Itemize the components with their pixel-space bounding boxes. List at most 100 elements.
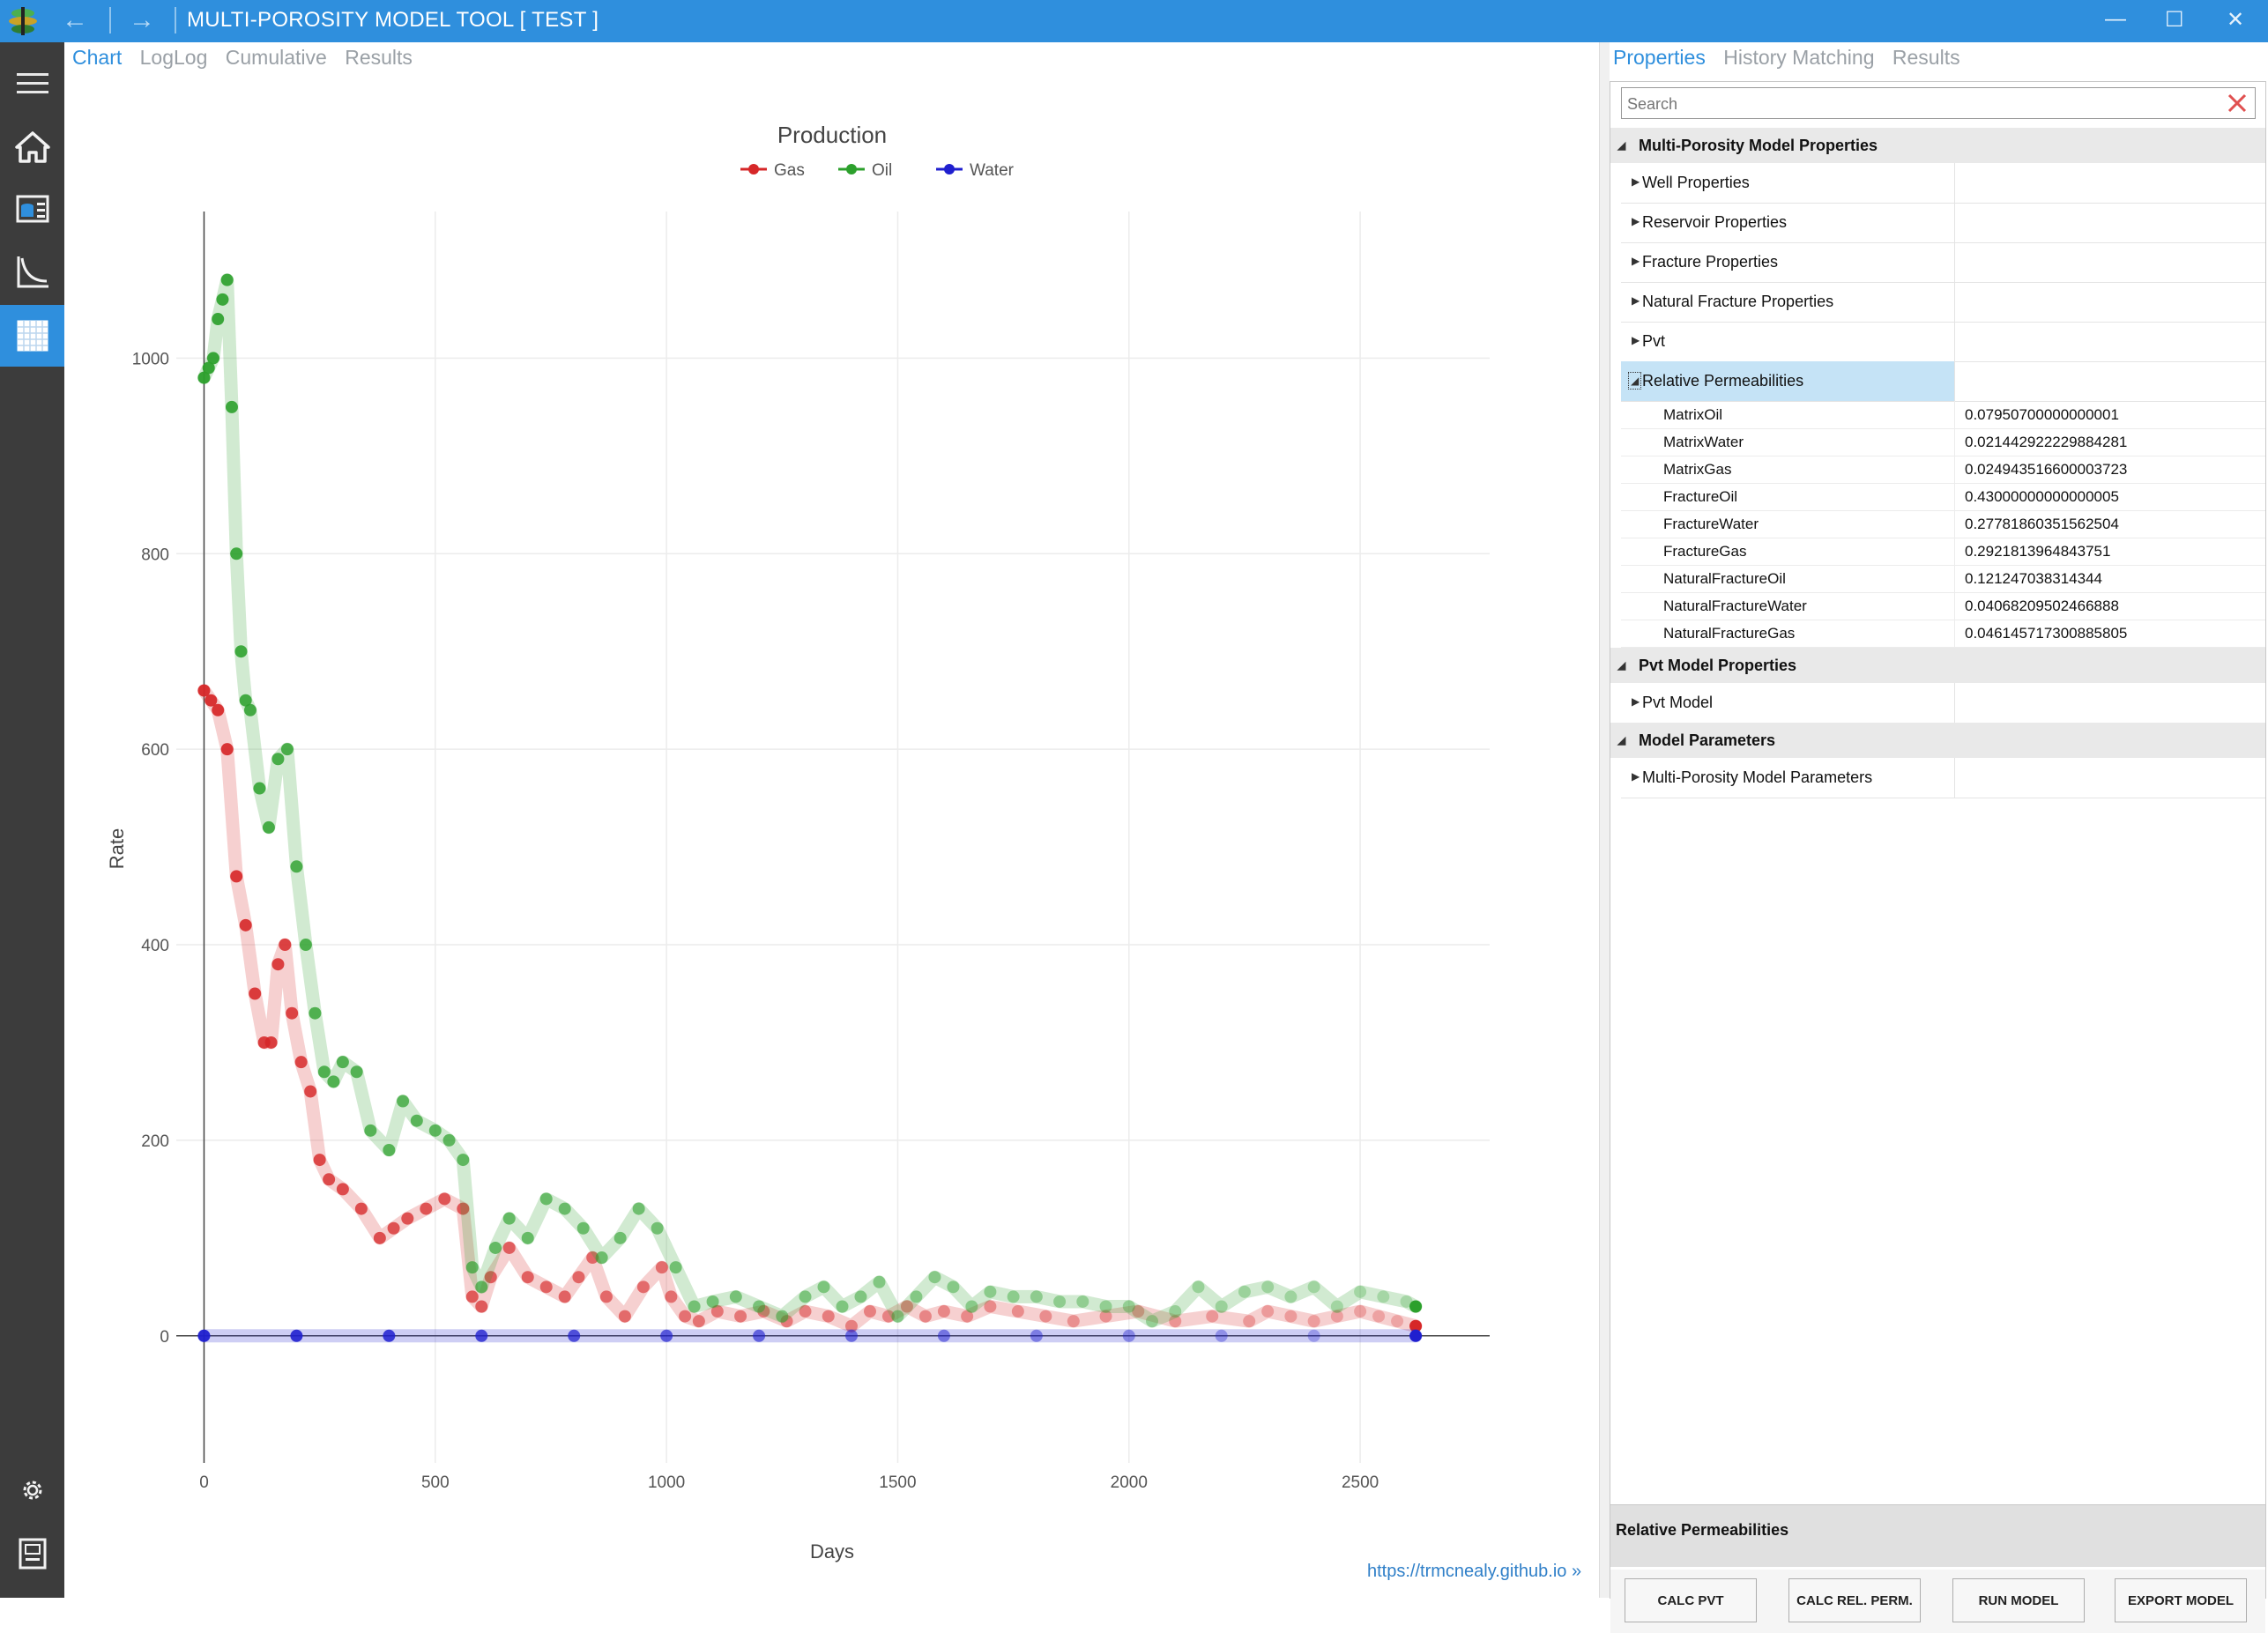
data-point[interactable] xyxy=(521,1271,534,1284)
rel-perm-row-matrix-oil[interactable]: MatrixOil 0.07950700000000001 xyxy=(1621,401,2265,429)
data-point[interactable] xyxy=(294,1056,308,1069)
data-point[interactable] xyxy=(1307,1329,1320,1342)
category-model-parameters[interactable]: ◢ Model Parameters xyxy=(1610,723,2265,758)
data-point[interactable] xyxy=(243,703,257,716)
data-point[interactable] xyxy=(1099,1300,1112,1313)
collapse-triangle-icon[interactable]: ◢ xyxy=(1628,372,1642,390)
data-point[interactable] xyxy=(844,1319,858,1332)
data-point[interactable] xyxy=(873,1275,886,1288)
data-point[interactable] xyxy=(442,1133,456,1147)
data-point[interactable] xyxy=(271,753,285,766)
expand-triangle-icon[interactable]: ▶ xyxy=(1632,175,1640,188)
data-point[interactable] xyxy=(753,1300,766,1313)
calc-pvt-button[interactable]: CALC PVT xyxy=(1625,1578,1757,1622)
data-point[interactable] xyxy=(984,1285,997,1298)
data-point[interactable] xyxy=(1284,1310,1298,1323)
data-point[interactable] xyxy=(350,1065,363,1079)
property-value[interactable]: 0.024943516600003723 xyxy=(1965,461,2128,478)
data-point[interactable] xyxy=(253,782,266,795)
data-point[interactable] xyxy=(475,1300,488,1313)
expand-triangle-icon[interactable]: ▶ xyxy=(1632,294,1640,307)
data-point[interactable] xyxy=(212,703,225,716)
data-point[interactable] xyxy=(410,1114,423,1127)
data-button[interactable] xyxy=(0,178,64,240)
data-point[interactable] xyxy=(706,1295,719,1308)
data-point[interactable] xyxy=(1007,1290,1020,1303)
data-point[interactable] xyxy=(323,1173,336,1186)
data-point[interactable] xyxy=(502,1241,516,1254)
data-point[interactable] xyxy=(230,547,243,560)
data-point[interactable] xyxy=(354,1202,368,1215)
data-point[interactable] xyxy=(197,684,211,697)
collapse-triangle-icon[interactable]: ◢ xyxy=(1617,139,1626,152)
rel-perm-row-natural-fracture-oil[interactable]: NaturalFractureOil 0.121247038314344 xyxy=(1621,565,2265,593)
clear-search-icon[interactable] xyxy=(2225,91,2249,115)
data-point[interactable] xyxy=(669,1261,682,1274)
rel-perm-row-natural-fracture-water[interactable]: NaturalFractureWater 0.04068209502466888 xyxy=(1621,592,2265,620)
data-point[interactable] xyxy=(457,1154,470,1167)
data-point[interactable] xyxy=(799,1305,812,1318)
data-point[interactable] xyxy=(286,1006,299,1020)
maximize-button[interactable]: ☐ xyxy=(2165,8,2184,32)
expand-triangle-icon[interactable]: ▶ xyxy=(1632,770,1640,783)
data-point[interactable] xyxy=(1409,1329,1423,1342)
export-model-button[interactable]: EXPORT MODEL xyxy=(2115,1578,2247,1622)
collapse-triangle-icon[interactable]: ◢ xyxy=(1617,734,1626,746)
data-point[interactable] xyxy=(475,1280,488,1294)
data-point[interactable] xyxy=(206,352,219,365)
data-point[interactable] xyxy=(539,1280,553,1294)
document-button[interactable] xyxy=(0,1523,64,1585)
data-point[interactable] xyxy=(947,1280,960,1294)
production-chart[interactable]: 0 500 1000 1500 2000 2500 0 200 400 600 800 1000 Pr… xyxy=(88,106,1587,1569)
data-point[interactable] xyxy=(204,694,218,707)
expand-triangle-icon[interactable]: ▶ xyxy=(1632,695,1640,708)
back-arrow-icon[interactable]: ← xyxy=(62,5,88,34)
data-point[interactable] xyxy=(660,1329,673,1342)
data-point[interactable] xyxy=(618,1310,631,1323)
data-point[interactable] xyxy=(1330,1310,1343,1323)
property-row-reservoir-properties[interactable]: ▶ Reservoir Properties xyxy=(1621,203,2265,243)
data-point[interactable] xyxy=(651,1221,664,1235)
data-point[interactable] xyxy=(1307,1280,1320,1294)
data-point[interactable] xyxy=(280,743,294,756)
data-point[interactable] xyxy=(1169,1305,1182,1318)
data-point[interactable] xyxy=(212,313,225,326)
data-point[interactable] xyxy=(401,1212,414,1225)
data-point[interactable] xyxy=(327,1075,340,1088)
data-point[interactable] xyxy=(1354,1305,1367,1318)
data-point[interactable] xyxy=(1206,1310,1219,1323)
data-point[interactable] xyxy=(383,1144,396,1156)
data-point[interactable] xyxy=(1372,1310,1386,1323)
data-point[interactable] xyxy=(234,645,248,658)
property-row-relative-permeabilities[interactable]: ◢ Relative Permeabilities xyxy=(1621,361,2265,402)
data-point[interactable] xyxy=(317,1065,331,1079)
data-point[interactable] xyxy=(336,1056,349,1069)
data-point[interactable] xyxy=(961,1310,974,1323)
chart-button[interactable] xyxy=(0,241,64,303)
data-point[interactable] xyxy=(225,400,238,413)
data-point[interactable] xyxy=(799,1290,812,1303)
data-point[interactable] xyxy=(679,1310,692,1323)
tab-chart[interactable]: Chart xyxy=(72,46,123,69)
data-point[interactable] xyxy=(734,1310,747,1323)
data-point[interactable] xyxy=(309,1006,322,1020)
data-point[interactable] xyxy=(1307,1315,1320,1328)
tab-cumulative[interactable]: Cumulative xyxy=(225,46,327,69)
property-value[interactable]: 0.43000000000000005 xyxy=(1965,488,2119,505)
search-input[interactable] xyxy=(1625,92,2211,116)
minimize-button[interactable]: — xyxy=(2105,7,2126,31)
data-point[interactable] xyxy=(636,1280,650,1294)
data-point[interactable] xyxy=(202,361,215,375)
data-point[interactable] xyxy=(599,1290,613,1303)
data-point[interactable] xyxy=(568,1329,581,1342)
category-multi-porosity-model-properties[interactable]: ◢ Multi-Porosity Model Properties xyxy=(1610,128,2265,163)
data-point[interactable] xyxy=(854,1290,867,1303)
data-point[interactable] xyxy=(918,1310,932,1323)
data-point[interactable] xyxy=(197,371,211,384)
data-point[interactable] xyxy=(1122,1300,1135,1313)
data-point[interactable] xyxy=(262,820,275,834)
data-point[interactable] xyxy=(364,1124,377,1137)
legend-item-oil[interactable]: Oil xyxy=(838,161,892,180)
data-point[interactable] xyxy=(572,1271,585,1284)
property-row-well-properties[interactable]: ▶ Well Properties xyxy=(1621,163,2265,204)
